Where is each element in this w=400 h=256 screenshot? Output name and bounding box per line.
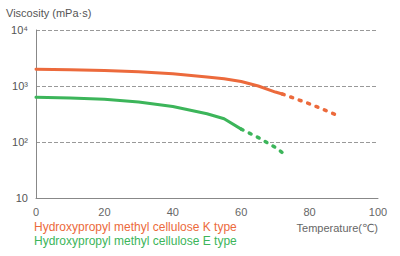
svg-text:Hydroxypropyl methyl cellulose: Hydroxypropyl methyl cellulose K type xyxy=(34,220,237,234)
svg-text:10³: 10³ xyxy=(12,80,28,92)
svg-text:10: 10 xyxy=(16,192,28,204)
svg-text:10²: 10² xyxy=(12,136,28,148)
svg-text:100: 100 xyxy=(369,206,387,218)
svg-text:Temperature(℃): Temperature(℃) xyxy=(297,222,378,234)
svg-text:80: 80 xyxy=(303,206,315,218)
svg-text:60: 60 xyxy=(235,206,247,218)
svg-text:0: 0 xyxy=(33,206,39,218)
svg-text:Hydroxypropyl methyl cellulose: Hydroxypropyl methyl cellulose E type xyxy=(34,234,237,248)
svg-text:10⁴: 10⁴ xyxy=(11,24,28,36)
svg-text:Viscosity (mPa·s): Viscosity (mPa·s) xyxy=(6,7,91,19)
svg-text:20: 20 xyxy=(98,206,110,218)
svg-text:40: 40 xyxy=(167,206,179,218)
